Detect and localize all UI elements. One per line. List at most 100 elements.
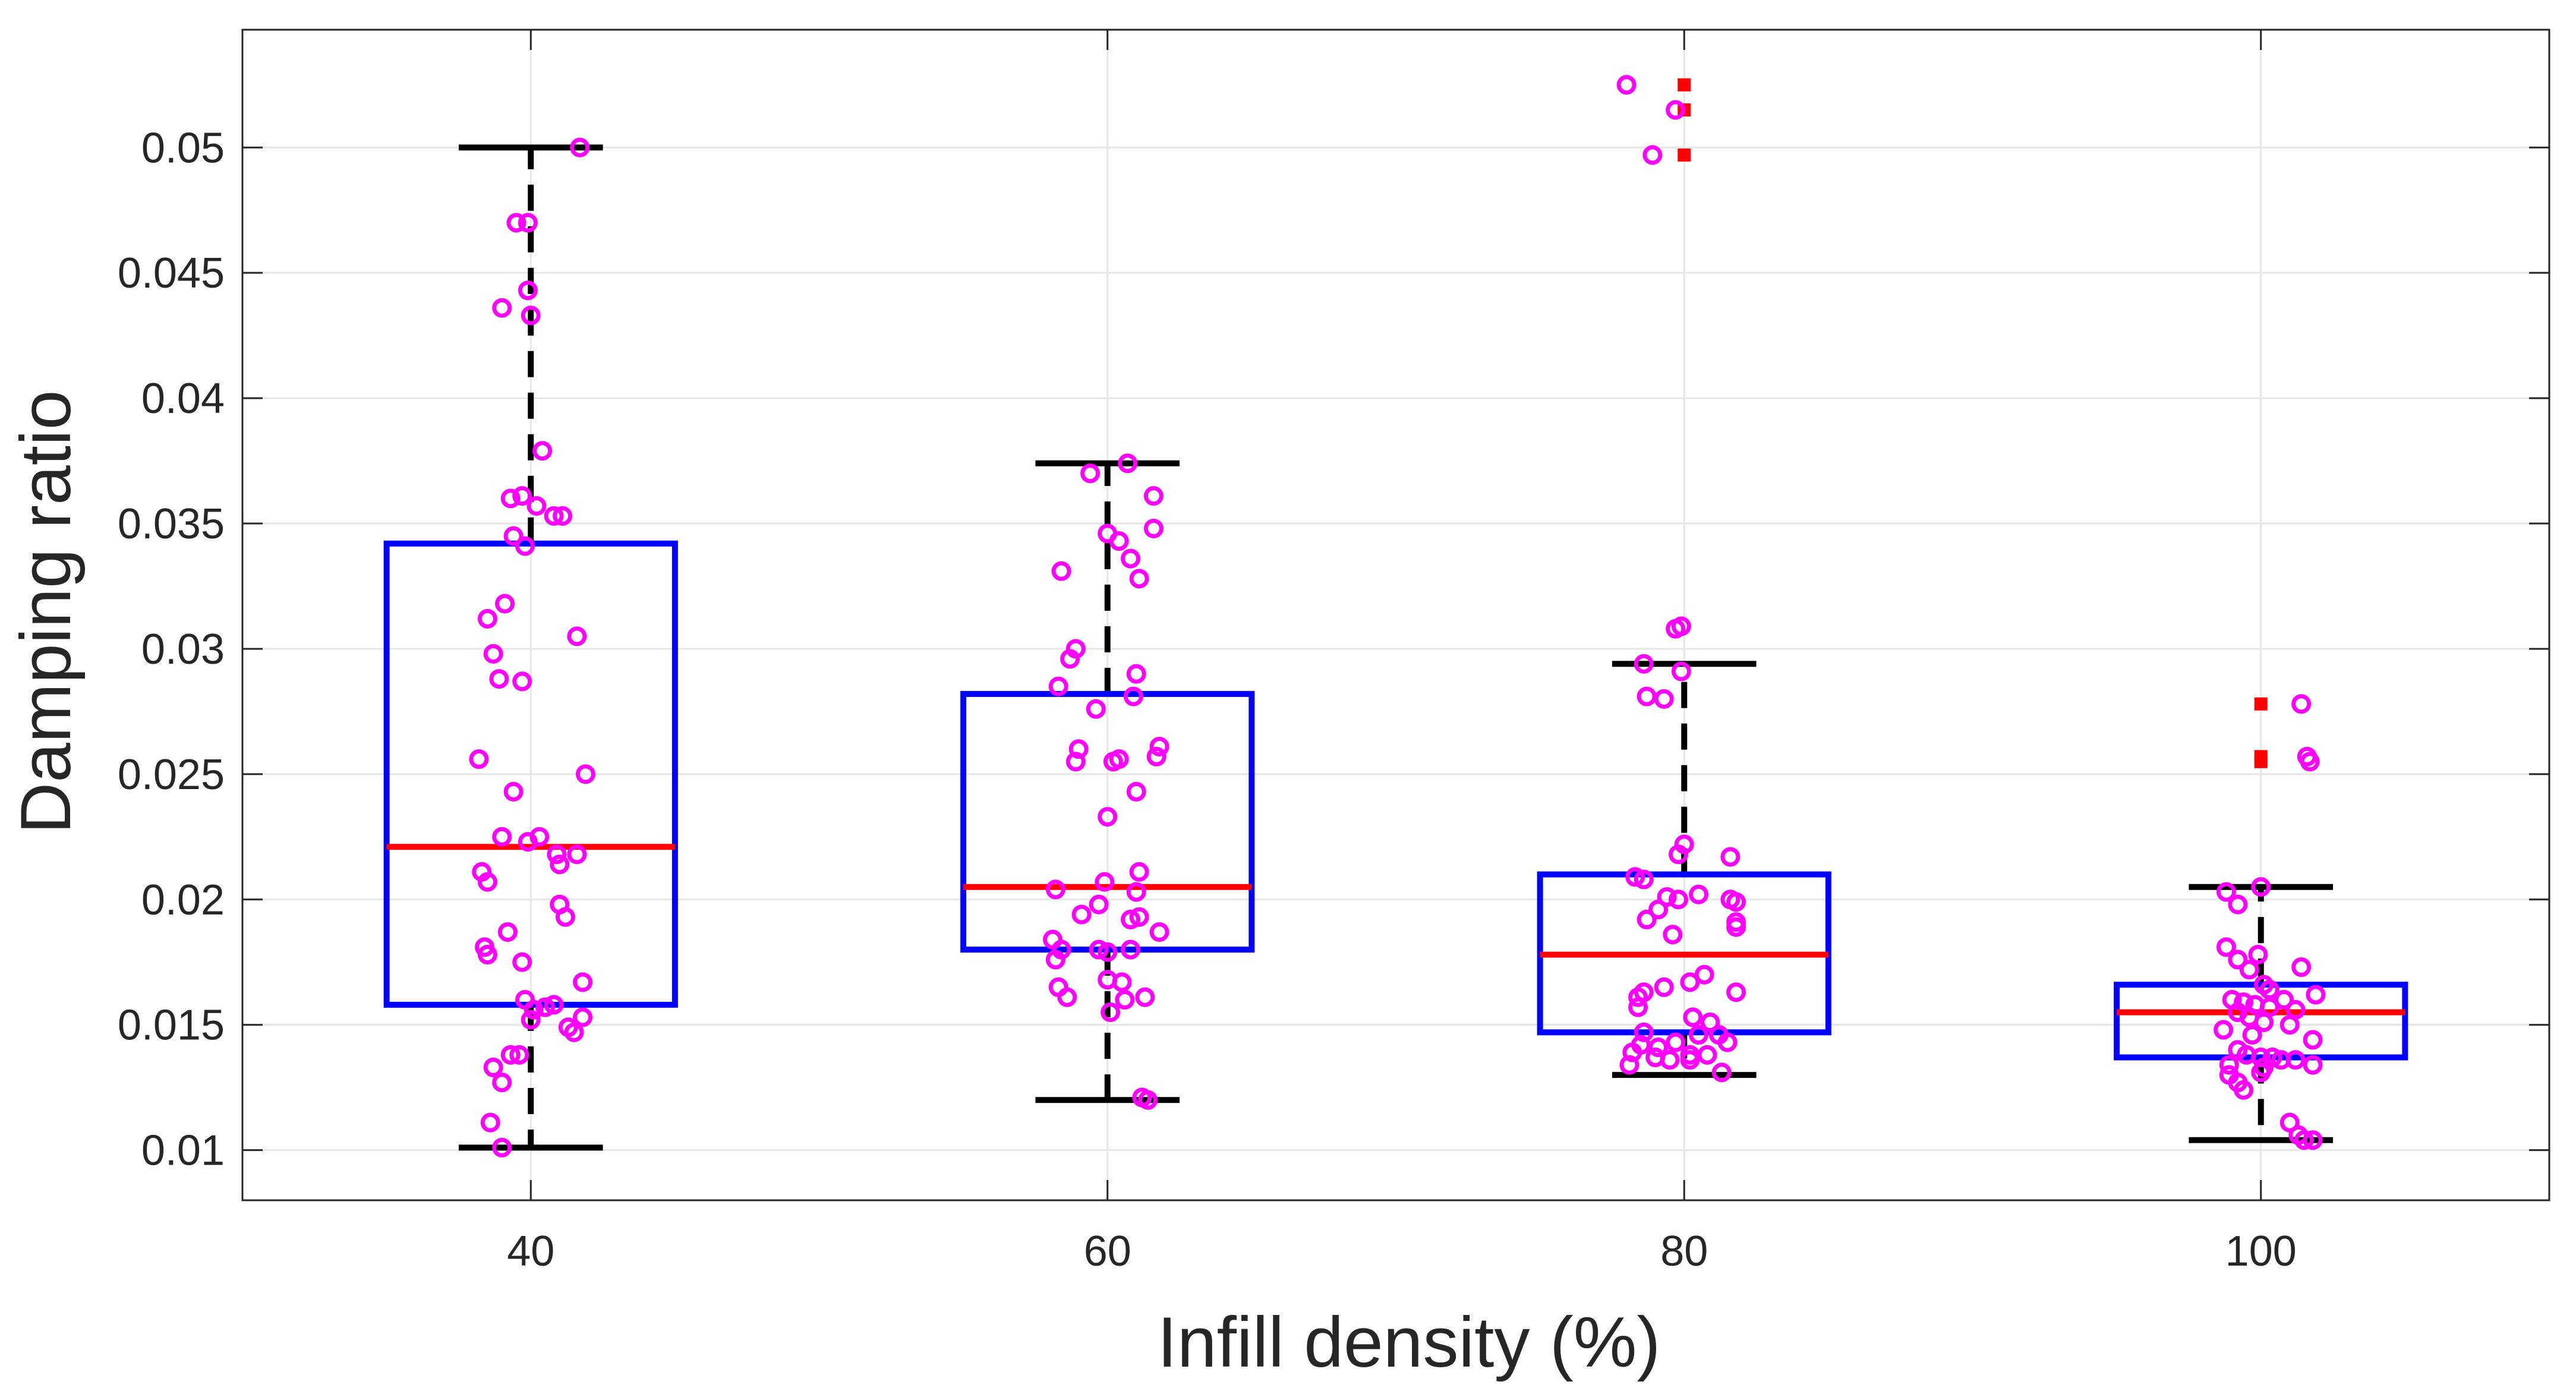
data-point (1726, 982, 1746, 1002)
data-point (1680, 1050, 1700, 1070)
data-point (512, 486, 532, 506)
outlier-marker (2254, 697, 2268, 711)
data-point (2294, 1130, 2315, 1150)
data-point (526, 496, 547, 516)
data-point (2248, 945, 2268, 965)
data-point (2242, 1025, 2262, 1045)
y-tick-label: 0.045 (118, 250, 225, 297)
data-point (1671, 661, 1691, 682)
data-point (1669, 890, 1689, 910)
data-point (1717, 1032, 1738, 1052)
data-point (2303, 1055, 2323, 1075)
data-point (1146, 746, 1166, 767)
axes (241, 29, 2550, 1201)
data-point (1654, 977, 1674, 997)
data-point (2279, 1015, 2300, 1035)
data-point (1634, 654, 1654, 674)
x-tick-label: 100 (2225, 1228, 2297, 1275)
data-point (535, 997, 556, 1017)
data-point (1089, 894, 1109, 914)
data-point (2239, 960, 2259, 980)
data-point (2228, 950, 2248, 970)
data-point (553, 506, 573, 526)
data-point (483, 1057, 503, 1077)
data-point (2300, 752, 2320, 772)
data-point (1098, 970, 1118, 990)
data-point (547, 844, 567, 865)
data-point (573, 1007, 593, 1027)
data-point (1121, 910, 1141, 930)
data-point (518, 280, 538, 301)
data-point (1060, 649, 1080, 669)
data-point (492, 1137, 512, 1157)
data-point (2274, 990, 2294, 1010)
data-point (2254, 1012, 2274, 1032)
data-point (497, 922, 518, 942)
data-point (1648, 900, 1669, 920)
y-tick-label: 0.05 (141, 124, 225, 172)
data-point (1109, 531, 1129, 551)
data-point (521, 305, 541, 326)
x-tick-label: 40 (507, 1228, 554, 1275)
data-point (1628, 997, 1648, 1017)
y-tick-label: 0.01 (141, 1127, 225, 1175)
data-point (573, 972, 593, 992)
data-point (515, 536, 535, 556)
data-point (2219, 1055, 2239, 1075)
data-point (469, 749, 489, 769)
outlier-marker (1678, 148, 1691, 162)
data-point (2214, 1020, 2234, 1040)
data-point (1694, 964, 1714, 985)
data-point (1121, 548, 1141, 569)
data-point (503, 781, 524, 802)
data-point (1126, 882, 1146, 902)
data-point (567, 626, 587, 646)
data-point (1080, 463, 1101, 484)
data-point (2303, 1030, 2323, 1050)
data-point (2216, 937, 2237, 957)
data-point (1126, 664, 1146, 684)
data-point (1666, 1032, 1686, 1052)
data-point (1697, 1045, 1717, 1065)
data-point (1689, 884, 1709, 904)
data-point (2279, 1112, 2300, 1133)
data-point (483, 644, 503, 664)
data-point (2216, 882, 2237, 902)
data-point (544, 506, 564, 526)
data-point (1625, 867, 1645, 887)
data-point (2228, 894, 2248, 914)
data-point (1101, 1002, 1121, 1023)
data-point (1045, 879, 1065, 900)
data-point (1726, 917, 1746, 937)
data-point (1123, 686, 1143, 706)
data-point (1149, 736, 1169, 756)
data-point (1143, 486, 1164, 506)
data-point (1143, 518, 1164, 538)
data-point (2251, 877, 2271, 897)
data-point (509, 1045, 529, 1065)
data-point (1126, 781, 1146, 802)
outlier-marker (1678, 78, 1691, 92)
data-point (1683, 1007, 1703, 1027)
tick-labels: 0.01 0.015 0.02 0.025 0.03 0.035 0.04 0.045 0.05… (118, 124, 2297, 1275)
data-point (2306, 985, 2326, 1005)
data-point (1071, 904, 1092, 925)
data-point (1149, 922, 1169, 942)
data-point (2291, 957, 2312, 977)
data-point (1115, 990, 1135, 1010)
outlier-marker (2254, 755, 2268, 768)
y-tick-label: 0.025 (118, 751, 225, 799)
data-point (1098, 942, 1118, 962)
iqr-box (2114, 982, 2408, 1061)
data-point (1089, 939, 1109, 960)
y-tick-label: 0.02 (141, 876, 225, 924)
data-point (1098, 807, 1118, 827)
data-point (1051, 561, 1071, 581)
data-point (477, 608, 497, 629)
data-point (1700, 1012, 1720, 1032)
data-point (1634, 1022, 1654, 1042)
data-point (518, 213, 538, 233)
data-point (1129, 907, 1149, 927)
